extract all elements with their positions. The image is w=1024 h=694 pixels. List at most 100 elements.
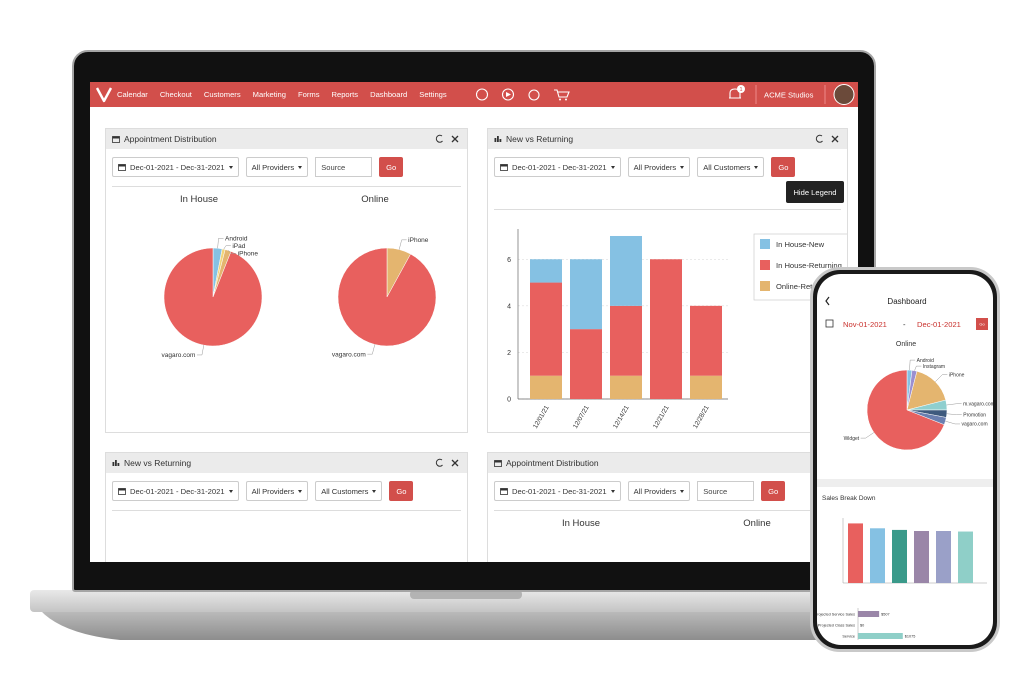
back-icon[interactable]	[825, 296, 830, 306]
filter-label: All Providers	[633, 486, 677, 496]
business-name[interactable]: ACME Studios	[764, 91, 814, 100]
section-divider	[817, 479, 993, 487]
bars-glyph	[499, 139, 502, 142]
separator	[112, 186, 461, 187]
pie-title: Online	[896, 341, 916, 348]
cart-icon[interactable]	[554, 89, 570, 98]
caret	[298, 165, 303, 169]
x-tick-label: 12/01/21	[532, 404, 551, 430]
bar-segment	[610, 375, 642, 399]
pie-label: vagaro.com	[161, 352, 195, 359]
date-range-dropdown[interactable]: Dec-01-2021 - Dec-31-2021	[112, 481, 239, 501]
leader-line	[946, 413, 962, 415]
calendar-icon	[500, 164, 508, 171]
filter-dropdown[interactable]: All Customers	[315, 481, 383, 501]
caret	[754, 165, 759, 169]
avatar[interactable]	[833, 84, 855, 105]
caret	[228, 165, 233, 169]
separator	[494, 209, 841, 210]
go-button[interactable]: Go	[379, 157, 404, 177]
panel-chart: Hide Legend 0 2 4 6 12/01/21 12/07/21 12/14/21 1…	[507, 181, 847, 430]
filter-dropdown[interactable]: All Providers	[627, 481, 691, 501]
phone-title: Dashboard	[887, 297, 926, 306]
date-range: Dec-01-2021 - Dec-31-2021	[130, 486, 225, 496]
legend-label[interactable]: In House-Returning	[776, 261, 842, 270]
bar-segment	[570, 329, 602, 399]
cal-body	[825, 319, 834, 328]
cal-top	[118, 164, 126, 167]
separator	[112, 510, 461, 511]
nav-item[interactable]: Forms	[297, 90, 320, 99]
go-button[interactable]: Go	[389, 481, 414, 501]
filter-row: Dec-01-2021 - Dec-31-2021 All Providers So…	[494, 481, 786, 501]
pie-label: iPhone	[408, 237, 429, 244]
go-button[interactable]: Go	[771, 157, 796, 177]
logo	[95, 87, 113, 103]
filter-label: All Providers	[251, 162, 295, 172]
leader-line	[223, 245, 231, 250]
calendar-icon	[112, 136, 120, 143]
bars-glyph	[117, 463, 120, 466]
cart-wheel	[565, 98, 567, 101]
bars-glyph	[497, 136, 499, 142]
legend-label[interactable]: In House-New	[776, 240, 825, 249]
caret	[372, 489, 377, 493]
refresh-icon[interactable]	[815, 134, 823, 143]
bar-segment	[530, 375, 562, 399]
bar-segment	[610, 235, 642, 306]
bar	[914, 531, 929, 583]
hbar-value: $507	[881, 613, 889, 617]
panel-chart	[106, 453, 468, 562]
nav-item[interactable]: Settings	[419, 90, 447, 99]
refresh-icon[interactable]	[435, 458, 443, 467]
start-date[interactable]: Nov-01-2021	[843, 320, 887, 329]
alarm-icon[interactable]	[528, 89, 540, 101]
go-button[interactable]	[976, 318, 988, 330]
filter-label: All Providers	[251, 486, 295, 496]
tooltip-box	[786, 181, 844, 203]
go-button[interactable]: Go	[761, 481, 786, 501]
date-range-dropdown[interactable]: Dec-01-2021 - Dec-31-2021	[494, 481, 621, 501]
search-field[interactable]: Source	[315, 157, 373, 177]
phone-content: Dashboard Nov-01-2021 - Dec-01-2021 Go Online…	[817, 296, 993, 640]
pie-label: Promotion	[963, 412, 986, 418]
nav-item[interactable]: Calendar	[117, 90, 148, 99]
close-icon[interactable]	[451, 135, 459, 143]
x-tick-label: 12/07/21	[572, 404, 591, 430]
filter-dropdown[interactable]: All Providers	[245, 157, 309, 177]
nav-item[interactable]: Checkout	[159, 90, 192, 99]
filter-dropdown[interactable]: All Customers	[697, 157, 765, 177]
play-icon[interactable]	[501, 88, 515, 101]
bar	[892, 529, 907, 583]
filter-dropdown[interactable]: All Providers	[627, 157, 691, 177]
end-date[interactable]: Dec-01-2021	[917, 320, 961, 329]
help-icon[interactable]	[475, 88, 489, 101]
hbar	[858, 633, 903, 639]
nav-item[interactable]: Dashboard	[370, 90, 408, 99]
cal-top	[500, 488, 508, 491]
refresh-icon[interactable]	[435, 134, 443, 143]
filter-dropdown[interactable]: All Providers	[245, 481, 309, 501]
caret	[298, 489, 303, 493]
close-icon[interactable]	[831, 135, 839, 143]
leader-line	[914, 365, 922, 371]
nav-item[interactable]: Customers	[203, 90, 241, 99]
leader-line	[196, 345, 205, 356]
date-separator: -	[903, 320, 906, 329]
date-range-dropdown[interactable]: Dec-01-2021 - Dec-31-2021	[494, 157, 621, 177]
legend-label[interactable]: Online-Returning	[776, 282, 833, 291]
date-range-dropdown[interactable]: Dec-01-2021 - Dec-31-2021	[112, 157, 239, 177]
y-tick-label: 4	[507, 303, 511, 310]
bar	[936, 531, 951, 583]
pie-label: iPhone	[238, 251, 259, 258]
bars-glyph	[112, 462, 115, 466]
cal-top	[112, 136, 120, 139]
pie-label: Widget	[844, 436, 860, 442]
bar	[958, 531, 973, 583]
nav-item[interactable]: Marketing	[252, 90, 286, 99]
search-field[interactable]: Source	[697, 481, 755, 501]
close-icon[interactable]	[451, 459, 459, 467]
badge	[737, 85, 745, 93]
nav-item[interactable]: Reports	[331, 90, 359, 99]
